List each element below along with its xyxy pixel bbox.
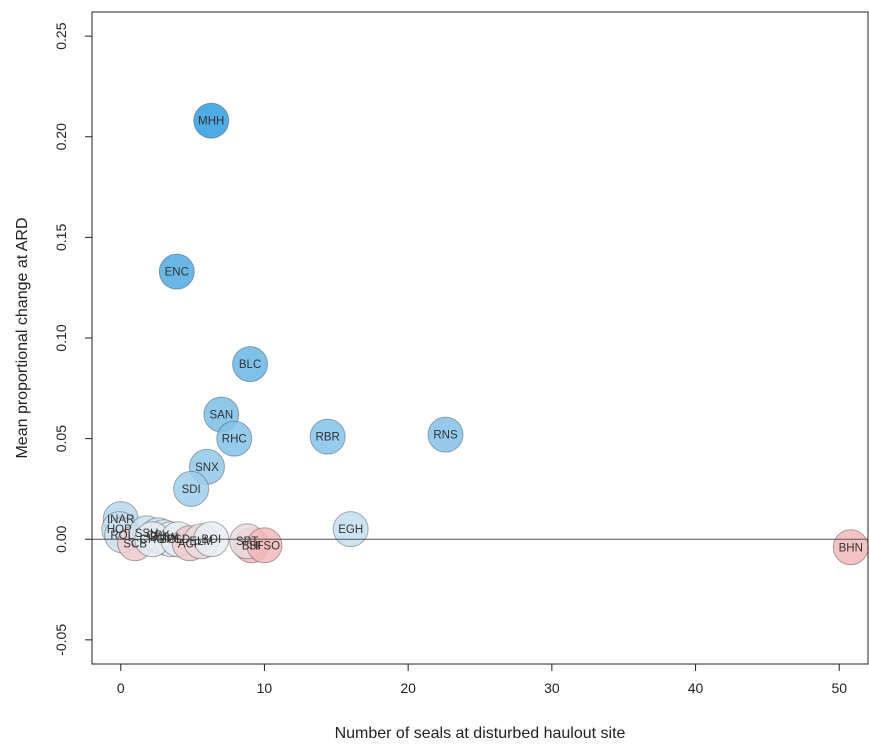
point-label: SDI (182, 484, 201, 496)
x-tick-label: 50 (831, 680, 847, 696)
point-label: SFSO (249, 540, 280, 552)
point-label: EGH (338, 524, 363, 536)
data-point (246, 527, 283, 564)
data-point (193, 102, 230, 139)
point-label: BMW (150, 532, 178, 544)
x-tick-label: 20 (400, 680, 416, 696)
y-tick-label: 0.05 (53, 425, 69, 452)
x-axis-title: Number of seals at disturbed haulout sit… (335, 725, 626, 742)
point-label: ENC (165, 267, 189, 279)
point-label: SCB (123, 538, 147, 550)
y-tick-label: 0.10 (53, 324, 69, 351)
point-label: MHH (198, 116, 224, 128)
point-label: SAN (210, 409, 234, 421)
data-point (309, 418, 346, 455)
data-point (216, 420, 253, 457)
data-point (332, 511, 369, 548)
point-label: BOI (201, 534, 221, 546)
point-label: SSH (135, 528, 159, 540)
y-tick-label: 0.15 (53, 224, 69, 251)
points-layer (101, 102, 869, 566)
point-label: CPK (146, 530, 170, 542)
point-label: SPT (236, 536, 258, 548)
data-point (173, 470, 210, 507)
point-label: HOP (107, 524, 132, 536)
point-label: CHO (140, 534, 166, 546)
point-label: ELM (189, 536, 213, 548)
y-tick-label: 0.00 (53, 525, 69, 552)
y-axis: -0.05 0.00 0.05 0.10 0.15 0.20 0.25 (53, 22, 92, 656)
x-axis: 0 10 20 30 40 50 (117, 664, 847, 696)
x-tick-label: 0 (117, 680, 125, 696)
data-point (158, 253, 195, 290)
point-label: RBR (316, 432, 340, 444)
point-label: RNS (433, 430, 458, 442)
point-label: RHC (222, 434, 247, 446)
x-tick-label: 30 (544, 680, 560, 696)
point-label: BOL (160, 534, 184, 546)
data-point (232, 346, 269, 383)
point-label: ACP (178, 538, 202, 550)
point-label: BHN (839, 542, 863, 554)
data-point (427, 416, 464, 453)
x-tick-label: 40 (688, 680, 704, 696)
y-tick-label: 0.25 (53, 22, 69, 49)
y-tick-label: -0.05 (53, 624, 69, 656)
y-tick-label: 0.20 (53, 123, 69, 150)
point-label: BHI (242, 540, 261, 552)
point-label: PSD (166, 534, 190, 546)
point-label: SNX (195, 462, 219, 474)
point-label: ROL (110, 530, 134, 542)
point-label: INAR (107, 514, 134, 526)
y-axis-title: Mean proportional change at ARD (14, 217, 31, 458)
point-label: BLC (239, 359, 261, 371)
point-labels-layer: MHH ENC BLC SAN RHC RBR RNS SNX SDI EGH INARHOPROL… (107, 116, 863, 555)
x-tick-label: 10 (257, 680, 273, 696)
